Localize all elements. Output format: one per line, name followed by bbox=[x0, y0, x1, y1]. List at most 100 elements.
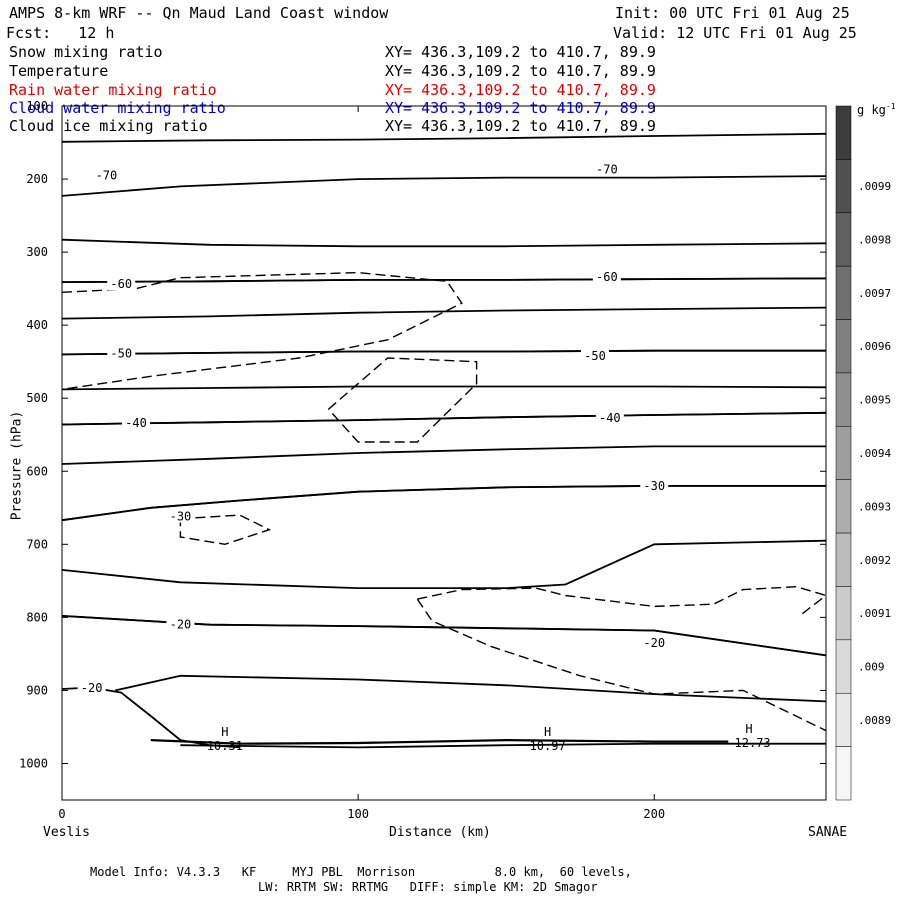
contour-label-bg-1 bbox=[592, 161, 621, 176]
contour-label-bg-12 bbox=[166, 508, 195, 523]
contour-label-bg-6 bbox=[107, 345, 136, 360]
contour-label-17: -20 bbox=[81, 681, 103, 695]
colorbar-swatch-5 bbox=[835, 372, 852, 427]
contour-label-bg-4 bbox=[592, 268, 621, 283]
contour-label-15: -20 bbox=[170, 618, 192, 632]
colorbar-label-10: .0089 bbox=[858, 714, 891, 727]
plot-frame bbox=[61, 105, 827, 801]
contour-label-1: -70 bbox=[596, 163, 618, 177]
x-tick-label-0: 0 bbox=[58, 807, 65, 821]
temperature-contour-0 bbox=[61, 132, 827, 143]
colorbar-swatch-6 bbox=[835, 426, 852, 480]
y-tick-label-100: 100 bbox=[26, 99, 48, 113]
contour-label-4: -60 bbox=[596, 270, 618, 284]
temperature-contour-14 bbox=[61, 539, 827, 589]
contour-label-13: -30 bbox=[643, 479, 665, 493]
valid-time: Valid: 12 UTC Fri 01 Aug 25 bbox=[613, 24, 857, 42]
colorbar-swatch-9 bbox=[835, 586, 852, 641]
colorbar-label-5: .0094 bbox=[858, 447, 891, 460]
y-axis-title: Pressure (hPa) bbox=[9, 410, 25, 521]
temperature-contour-2 bbox=[61, 238, 827, 248]
colorbar-swatch-1 bbox=[835, 159, 852, 214]
chart-title: AMPS 8-km WRF -- Qn Maud Land Coast wind… bbox=[9, 4, 389, 22]
high-value-1: 10.97 bbox=[530, 739, 566, 753]
dashed-contour-5 bbox=[801, 594, 827, 615]
y-tick-label-300: 300 bbox=[26, 245, 48, 259]
colorbar: .0099 .0098 .0097 .0096 .0095 .0094 .0093 .0092… bbox=[835, 105, 891, 801]
dashed-contour-2 bbox=[179, 514, 272, 546]
contour-label-0: -70 bbox=[96, 168, 118, 182]
contour-label-7: -50 bbox=[584, 349, 606, 363]
high-value-0: 10.31 bbox=[207, 739, 243, 753]
contour-labels: -70 -70 -60 -60 -50 -50 -40 -40 -30 -30 -20 -20 -20 H… bbox=[77, 161, 771, 753]
colorbar-swatch-3 bbox=[835, 265, 852, 320]
colorbar-unit: g kg-1 bbox=[857, 102, 896, 117]
high-value-2: -12.73 bbox=[727, 736, 770, 750]
contour-label-16: -20 bbox=[643, 636, 665, 650]
contour-label-3: -60 bbox=[110, 277, 132, 291]
colorbar-label-8: .0091 bbox=[858, 607, 891, 620]
y-tick-label-200: 200 bbox=[26, 172, 48, 186]
colorbar-swatch-8 bbox=[835, 532, 852, 587]
colorbar-label-4: .0095 bbox=[858, 394, 891, 407]
temperature-contour-5 bbox=[61, 306, 827, 320]
y-tick-label-800: 800 bbox=[26, 610, 48, 624]
colorbar-swatch-4 bbox=[835, 319, 852, 374]
colorbar-label-7: .0092 bbox=[858, 554, 891, 567]
colorbar-swatch-7 bbox=[835, 479, 852, 534]
high-marker-0: H bbox=[221, 725, 228, 739]
colorbar-label-9: .009 bbox=[858, 661, 885, 674]
colorbar-label-0: .0099 bbox=[858, 180, 891, 193]
init-time: Init: 00 UTC Fri 01 Aug 25 bbox=[615, 4, 850, 22]
y-tick-label-900: 900 bbox=[26, 683, 48, 697]
temperature-contour-11 bbox=[61, 445, 826, 465]
surface-line-lower bbox=[180, 742, 826, 749]
temperature-contour-7 bbox=[61, 349, 826, 356]
colorbar-swatch-11 bbox=[835, 692, 852, 747]
field-temperature-label: Temperature bbox=[9, 62, 109, 80]
y-tick-label-600: 600 bbox=[26, 464, 48, 478]
forecast-hour: Fcst: 12 h bbox=[6, 24, 115, 42]
colorbar-unit-sup: -1 bbox=[885, 102, 896, 111]
model-info-2: LW: RRTM SW: RRTMG DIFF: simple KM: 2D S… bbox=[258, 880, 598, 894]
temperature-contours bbox=[61, 132, 827, 749]
field-snow-xy: XY= 436.3,109.2 to 410.7, 89.9 bbox=[385, 43, 656, 61]
colorbar-swatch-0 bbox=[835, 105, 852, 160]
contour-label-12: -30 bbox=[170, 510, 192, 524]
colorbar-label-1: .0098 bbox=[858, 233, 891, 246]
surface-line-upper bbox=[150, 738, 729, 745]
surface-contour-1 bbox=[115, 674, 827, 703]
model-info: Model Info: V4.3.3 KF MYJ PBL Morrison 8… bbox=[90, 865, 632, 879]
temperature-contour-1 bbox=[61, 175, 827, 197]
y-tick-label-400: 400 bbox=[26, 318, 48, 332]
y-tick-label-500: 500 bbox=[26, 391, 48, 405]
colorbar-label-3: .0096 bbox=[858, 340, 891, 353]
field-cloud-water-label: Cloud water mixing ratio bbox=[9, 99, 226, 117]
colorbar-swatch-10 bbox=[835, 639, 852, 694]
field-cloud-water-xy: XY= 436.3,109.2 to 410.7, 89.9 bbox=[385, 99, 656, 117]
colorbar-swatch-12 bbox=[835, 746, 852, 801]
x-end-location: SANAE bbox=[808, 825, 848, 840]
field-cloud-ice-label: Cloud ice mixing ratio bbox=[9, 117, 208, 135]
y-tick-label-700: 700 bbox=[26, 537, 48, 551]
contour-label-bg-13 bbox=[640, 477, 669, 492]
dashed-contour-3 bbox=[417, 585, 827, 608]
contour-label-bg-16 bbox=[640, 634, 669, 649]
dashed-contour-1 bbox=[327, 357, 478, 443]
field-rain-label: Rain water mixing ratio bbox=[9, 81, 217, 99]
contour-label-bg-7 bbox=[581, 347, 610, 362]
x-tick-label-200: 200 bbox=[643, 807, 665, 821]
y-tick-label-1000: 1000 bbox=[19, 756, 48, 770]
x-start-location: Veslis bbox=[43, 825, 90, 840]
mixing-ratio-contours bbox=[61, 271, 827, 732]
dashed-contour-4 bbox=[416, 598, 827, 732]
high-marker-1: H bbox=[544, 725, 551, 739]
colorbar-swatch-2 bbox=[835, 212, 852, 267]
contour-label-bg-0 bbox=[92, 167, 121, 182]
temperature-contour-4 bbox=[61, 277, 827, 283]
contour-label-bg-15 bbox=[166, 616, 195, 631]
contour-label-9: -40 bbox=[125, 416, 147, 430]
dashed-contour-0 bbox=[61, 271, 463, 391]
contour-label-bg-17 bbox=[77, 680, 106, 695]
